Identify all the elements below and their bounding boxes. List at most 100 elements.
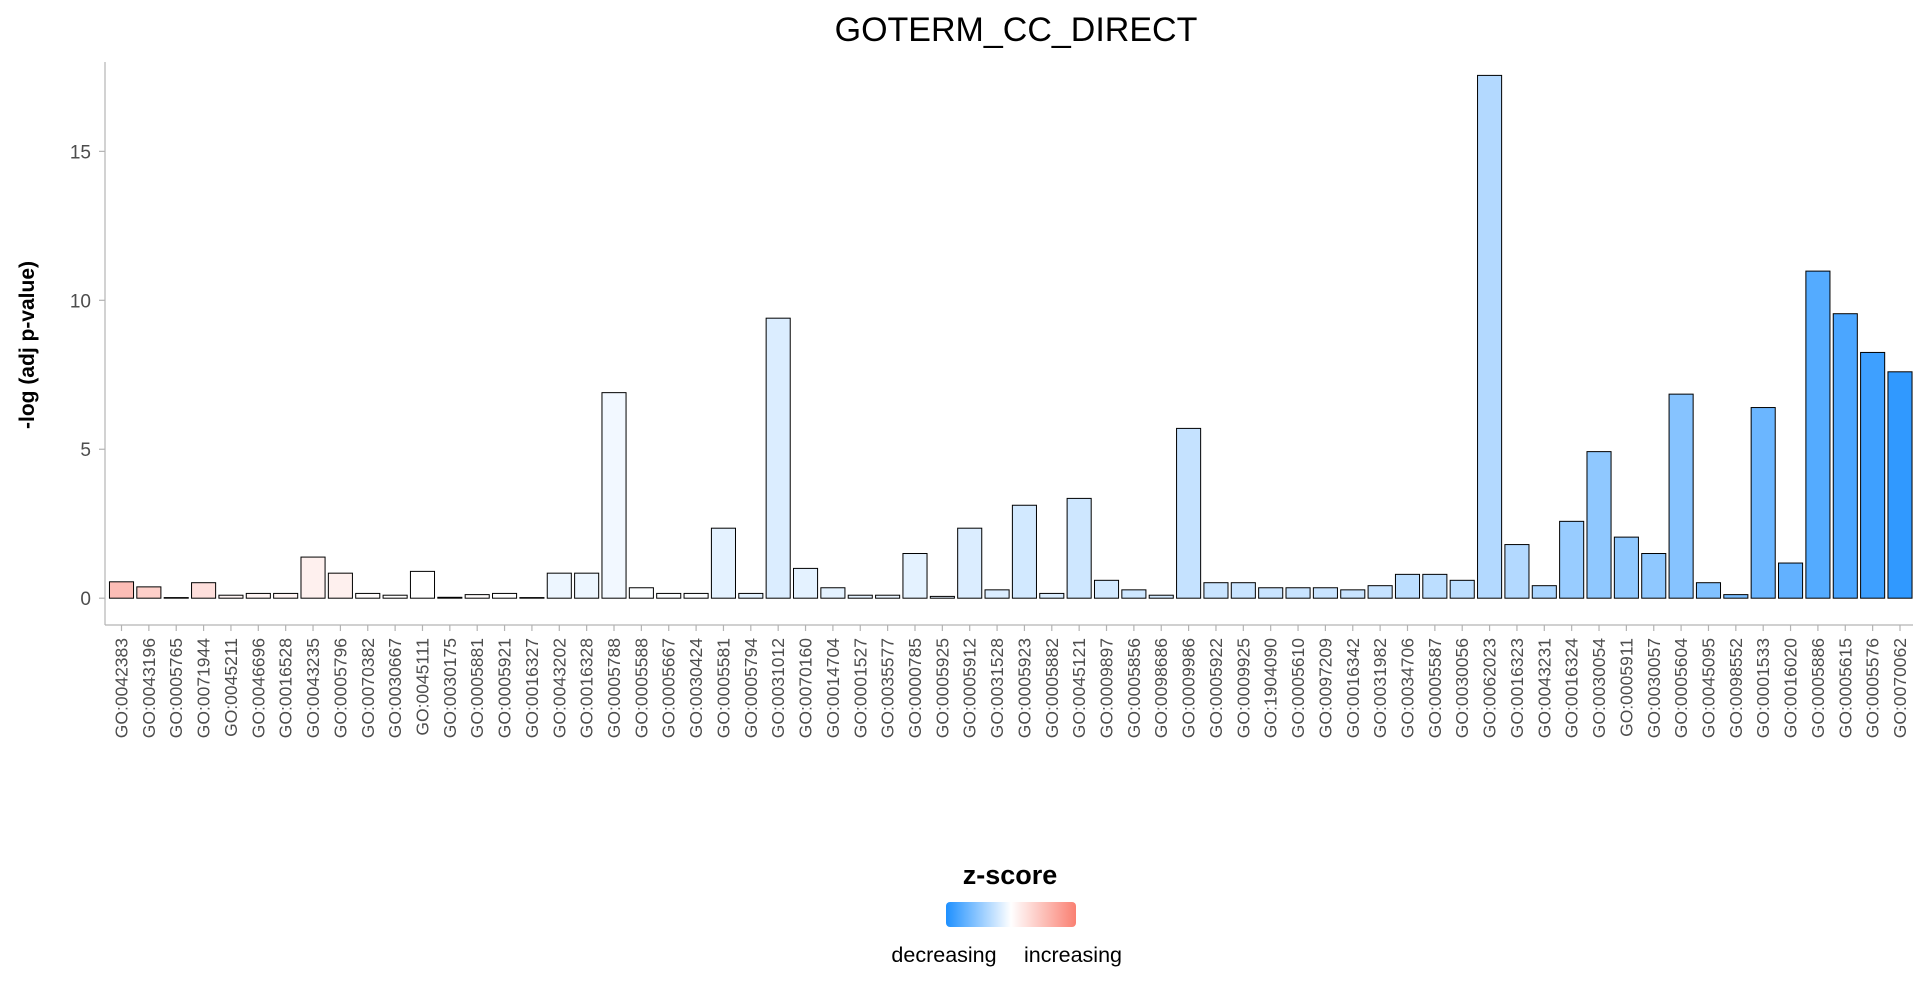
bar: [957, 527, 983, 599]
bar: [1176, 427, 1202, 599]
bar: [327, 572, 353, 599]
x-tick-label: GO:0043231: [1534, 638, 1554, 738]
x-axis-ticks: GO:0042383 GO:0043196 GO:0005765 GO:0071944…: [112, 625, 1910, 738]
x-tick-label: GO:0001533: [1753, 638, 1773, 738]
bar: [1011, 504, 1037, 599]
x-tick-label: GO:0016323: [1507, 638, 1527, 738]
y-tick-label: 5: [80, 440, 91, 461]
x-tick-label: GO:0030667: [385, 638, 405, 738]
x-tick-label: GO:0001527: [850, 638, 870, 738]
bar: [1203, 582, 1229, 599]
y-tick-label: 10: [70, 291, 91, 312]
bar: [902, 553, 928, 599]
x-tick-label: GO:1904090: [1261, 638, 1281, 738]
bar: [108, 581, 135, 599]
x-tick-label: GO:0005886: [1808, 638, 1828, 738]
bar: [1586, 451, 1612, 599]
x-tick-label: GO:0005922: [1206, 638, 1226, 738]
x-tick-label: GO:0030054: [1589, 638, 1609, 738]
bar: [1367, 585, 1393, 599]
x-tick-label: GO:0005576: [1863, 638, 1883, 738]
x-tick-label: GO:0005615: [1835, 638, 1855, 738]
bar: [1750, 407, 1776, 599]
bar: [1559, 520, 1585, 599]
x-tick-label: GO:0005788: [604, 638, 624, 738]
x-tick-label: GO:0016020: [1781, 638, 1801, 738]
legend-high-label: increasing: [1024, 943, 1122, 967]
x-tick-label: GO:0030056: [1452, 638, 1472, 738]
x-tick-label: GO:0042383: [112, 638, 132, 738]
legend-title: z-score: [963, 860, 1058, 890]
bar: [1039, 592, 1065, 599]
x-tick-label: GO:0070062: [1890, 638, 1910, 738]
x-tick-label: GO:0030057: [1644, 638, 1664, 738]
bar: [765, 317, 791, 599]
x-tick-label: GO:0005923: [1014, 638, 1034, 738]
x-tick-label: GO:0005925: [932, 638, 952, 738]
x-tick-label: GO:0005912: [960, 638, 980, 738]
bar: [875, 594, 901, 599]
legend-colorbar: [946, 902, 1076, 927]
bar: [245, 592, 271, 599]
bar: [1641, 553, 1667, 599]
x-tick-label: GO:0070160: [796, 638, 816, 738]
x-tick-label: GO:0031012: [768, 638, 788, 738]
x-tick-label: GO:0098552: [1726, 638, 1746, 738]
bar: [273, 592, 299, 599]
x-tick-label: GO:0005882: [1042, 638, 1062, 738]
bar: [355, 592, 381, 599]
x-tick-label: GO:0005610: [1288, 638, 1308, 738]
y-tick-label: 15: [70, 142, 91, 163]
y-tick-label: 0: [80, 589, 91, 610]
bar: [409, 570, 436, 599]
bar: [1230, 582, 1256, 599]
x-tick-label: GO:0043196: [139, 638, 159, 738]
x-tick-label: GO:0035577: [878, 638, 898, 738]
bar: [1312, 587, 1338, 599]
bar: [1449, 579, 1475, 599]
bar: [1504, 544, 1530, 599]
x-tick-label: GO:0034706: [1397, 638, 1417, 738]
x-tick-label: GO:0062023: [1480, 638, 1500, 738]
bar: [929, 595, 955, 599]
x-tick-label: GO:0009925: [1233, 638, 1253, 738]
bar: [1394, 573, 1421, 599]
x-tick-label: GO:0030175: [440, 638, 460, 738]
x-tick-label: GO:0045211: [221, 638, 241, 737]
x-tick-label: GO:0016342: [1343, 638, 1363, 738]
chart-title: GOTERM_CC_DIRECT: [835, 11, 1198, 49]
x-tick-label: GO:0016327: [522, 638, 542, 738]
bar: [847, 594, 873, 599]
x-tick-label: GO:0005881: [467, 638, 487, 738]
bar: [1422, 573, 1448, 599]
bar: [437, 596, 463, 599]
bar: [1832, 313, 1858, 599]
x-tick-label: GO:0000785: [905, 638, 925, 738]
x-tick-label: GO:0009986: [1179, 638, 1199, 738]
x-tick-label: GO:0045095: [1698, 638, 1718, 738]
x-tick-label: GO:0005911: [1616, 638, 1636, 737]
x-tick-label: GO:0005581: [713, 638, 733, 738]
y-axis-ticks: 0 5 10 15: [70, 142, 105, 610]
bar: [1860, 351, 1886, 599]
x-tick-label: GO:0005667: [659, 638, 679, 738]
bar: [628, 587, 654, 599]
x-tick-label: GO:0097209: [1315, 638, 1335, 738]
x-tick-label: GO:0070382: [358, 638, 378, 738]
x-tick-label: GO:0005587: [1425, 638, 1445, 738]
x-tick-label: GO:0071944: [194, 638, 214, 738]
bar: [300, 556, 326, 599]
bar: [492, 592, 518, 599]
x-tick-label: GO:0016324: [1562, 638, 1582, 738]
x-tick-label: GO:0030424: [686, 638, 706, 738]
x-tick-label: GO:0045121: [1069, 638, 1089, 738]
bar: [574, 572, 600, 599]
y-axis-label: -log (adj p-value): [16, 261, 39, 429]
bar: [1887, 371, 1913, 599]
bar: [1668, 393, 1694, 599]
x-tick-label: GO:0005794: [741, 638, 761, 738]
bar: [1258, 587, 1284, 599]
bar: [1695, 582, 1722, 599]
bar: [1805, 270, 1831, 599]
bar: [820, 587, 846, 599]
